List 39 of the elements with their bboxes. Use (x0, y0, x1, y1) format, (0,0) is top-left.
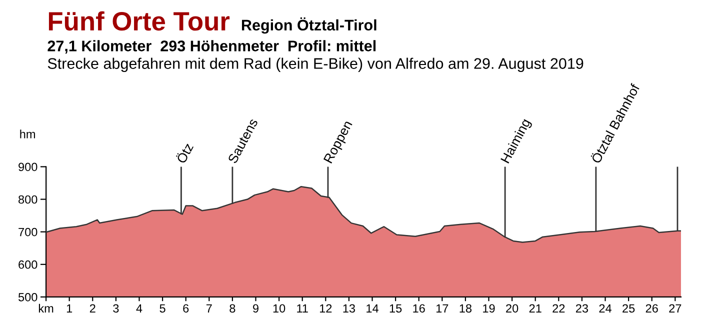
x-tick-label: 6 (183, 304, 189, 313)
x-tick-label: 2 (90, 304, 96, 312)
chart-subtitle: Region Ötztal-Tirol (242, 17, 376, 34)
y-tick-label: 800 (18, 195, 38, 204)
x-tick-label: 7 (206, 304, 212, 312)
x-tick-label: 12 (320, 304, 332, 312)
x-tick-label: 5 (160, 304, 166, 313)
x-tick-label: 3 (113, 304, 119, 313)
y-axis-title: hm (20, 130, 35, 138)
x-tick-label: 27 (669, 304, 682, 312)
y-tick-label: 900 (18, 162, 38, 172)
x-tick-label: 11 (297, 304, 308, 312)
x-tick-label: 26 (646, 304, 658, 313)
y-tick-label: 600 (18, 260, 38, 269)
chart-title: Fünf Orte Tour (48, 11, 230, 31)
x-tick-label: 14 (366, 304, 378, 312)
x-tick-label: 20 (506, 304, 518, 313)
x-tick-label: 19 (483, 304, 495, 313)
text: Strecke abgefahren mit dem Rad (kein E-Bike) von Alfredo am 29. August 2019 (48, 58, 584, 72)
x-tick-label: 24 (599, 304, 612, 312)
y-tick-label: 500 (18, 292, 38, 302)
ref-line-label: Ötz (174, 142, 194, 164)
x-tick-label: 16 (413, 304, 425, 313)
x-tick-label: 15 (390, 304, 402, 313)
text: 27,1 Kilometer 293 Höhenmeter Profil: mittel (48, 40, 376, 54)
x-tick-label: 8 (230, 304, 236, 313)
x-tick-label: 4 (136, 304, 142, 312)
x-tick-label: 9 (253, 304, 258, 313)
x-tick-label: 13 (343, 304, 355, 313)
x-tick-label: 1 (66, 304, 72, 312)
x-tick-label: 23 (576, 304, 588, 313)
x-tick-label: 22 (552, 304, 565, 312)
x-tick-label: 25 (622, 304, 635, 313)
x-tick-label: 21 (529, 304, 542, 312)
x-tick-label: km (38, 304, 54, 312)
x-tick-label: 17 (436, 304, 448, 312)
x-tick-label: 10 (273, 304, 286, 313)
y-tick-label: 700 (18, 228, 38, 236)
x-tick-label: 18 (460, 304, 472, 313)
